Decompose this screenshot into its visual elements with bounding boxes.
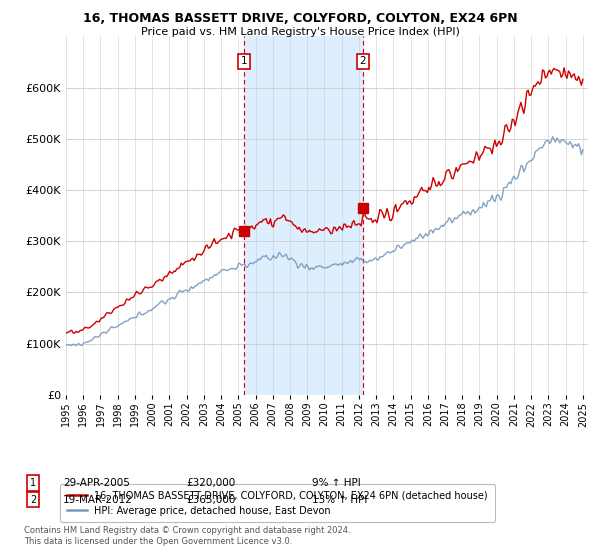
- Text: 9% ↑ HPI: 9% ↑ HPI: [312, 478, 361, 488]
- Text: 13% ↑ HPI: 13% ↑ HPI: [312, 494, 367, 505]
- Text: £365,000: £365,000: [186, 494, 235, 505]
- Text: 1: 1: [241, 57, 247, 67]
- Text: 2: 2: [30, 494, 36, 505]
- Text: £320,000: £320,000: [186, 478, 235, 488]
- Text: 16, THOMAS BASSETT DRIVE, COLYFORD, COLYTON, EX24 6PN: 16, THOMAS BASSETT DRIVE, COLYFORD, COLY…: [83, 12, 517, 25]
- Text: 29-APR-2005: 29-APR-2005: [63, 478, 130, 488]
- Legend: 16, THOMAS BASSETT DRIVE, COLYFORD, COLYTON, EX24 6PN (detached house), HPI: Ave: 16, THOMAS BASSETT DRIVE, COLYFORD, COLY…: [61, 484, 495, 522]
- Text: 1: 1: [30, 478, 36, 488]
- Text: 19-MAR-2012: 19-MAR-2012: [63, 494, 133, 505]
- Text: Price paid vs. HM Land Registry's House Price Index (HPI): Price paid vs. HM Land Registry's House …: [140, 27, 460, 37]
- Text: 2: 2: [359, 57, 366, 67]
- Bar: [244, 36, 362, 395]
- Text: Contains HM Land Registry data © Crown copyright and database right 2024.
This d: Contains HM Land Registry data © Crown c…: [24, 526, 350, 546]
